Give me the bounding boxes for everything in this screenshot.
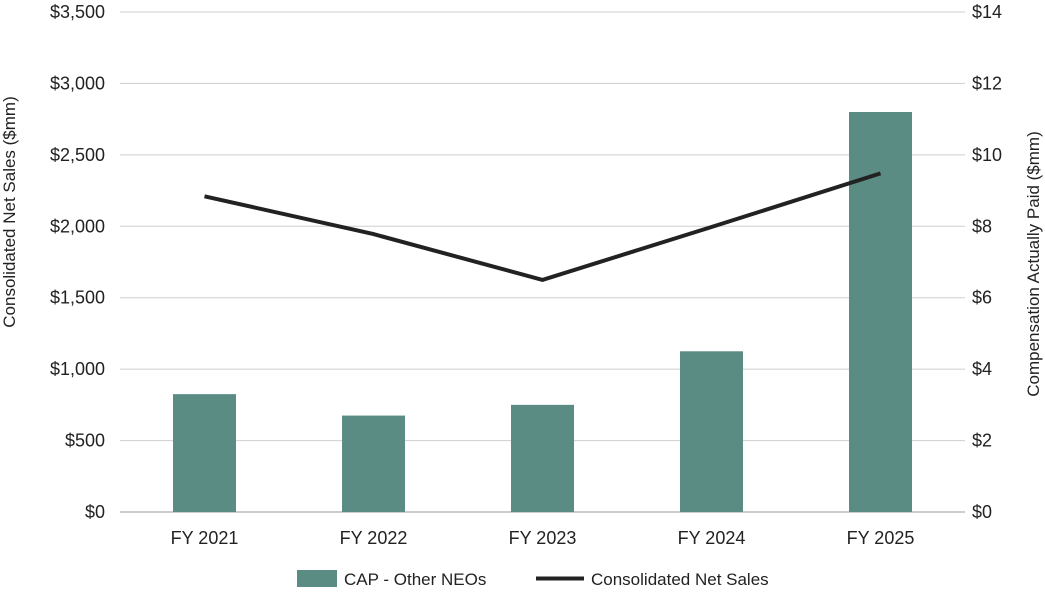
right-tick-label: $4: [972, 359, 992, 379]
x-tick-label: FY 2025: [847, 528, 915, 548]
left-tick-label: $2,000: [50, 216, 105, 236]
left-axis: $0 $500 $1,000 $1,500 $2,000 $2,500 $3,000 $3,5…: [50, 2, 105, 522]
right-tick-label: $2: [972, 431, 992, 451]
right-tick-label: $6: [972, 288, 992, 308]
legend-bar-label: CAP - Other NEOs: [344, 570, 486, 589]
right-axis: $0 $2 $4 $6 $8 $10 $12 $14: [972, 2, 1002, 522]
gridlines: [120, 11, 965, 513]
left-tick-label: $0: [85, 502, 105, 522]
net-sales-line: [204, 171, 882, 282]
bar-series: [173, 112, 912, 512]
bar: [173, 394, 236, 512]
bar: [849, 112, 912, 512]
left-tick-label: $1,500: [50, 288, 105, 308]
right-tick-label: $0: [972, 502, 992, 522]
legend: CAP - Other NEOs Consolidated Net Sales: [297, 570, 769, 589]
x-tick-label: FY 2021: [171, 528, 239, 548]
bar: [511, 404, 574, 512]
left-tick-label: $3,000: [50, 73, 105, 93]
x-axis: FY 2021 FY 2022 FY 2023 FY 2024 FY 2025: [171, 528, 915, 548]
left-tick-label: $3,500: [50, 2, 105, 22]
x-tick-label: FY 2024: [678, 528, 746, 548]
right-tick-label: $8: [972, 216, 992, 236]
bar: [680, 351, 743, 512]
left-axis-title: Consolidated Net Sales ($mm): [0, 96, 19, 327]
left-tick-label: $2,500: [50, 145, 105, 165]
left-tick-label: $1,000: [50, 359, 105, 379]
right-tick-label: $12: [972, 73, 1002, 93]
right-tick-label: $10: [972, 145, 1002, 165]
line-series: [204, 171, 882, 282]
legend-line-label: Consolidated Net Sales: [591, 570, 769, 589]
x-tick-label: FY 2022: [340, 528, 408, 548]
legend-bar-swatch: [297, 570, 337, 587]
right-tick-label: $14: [972, 2, 1002, 22]
left-tick-label: $500: [65, 431, 105, 451]
x-tick-label: FY 2023: [509, 528, 577, 548]
bar: [342, 415, 405, 512]
right-axis-title: Compensation Actually Paid ($mm): [1024, 131, 1043, 397]
